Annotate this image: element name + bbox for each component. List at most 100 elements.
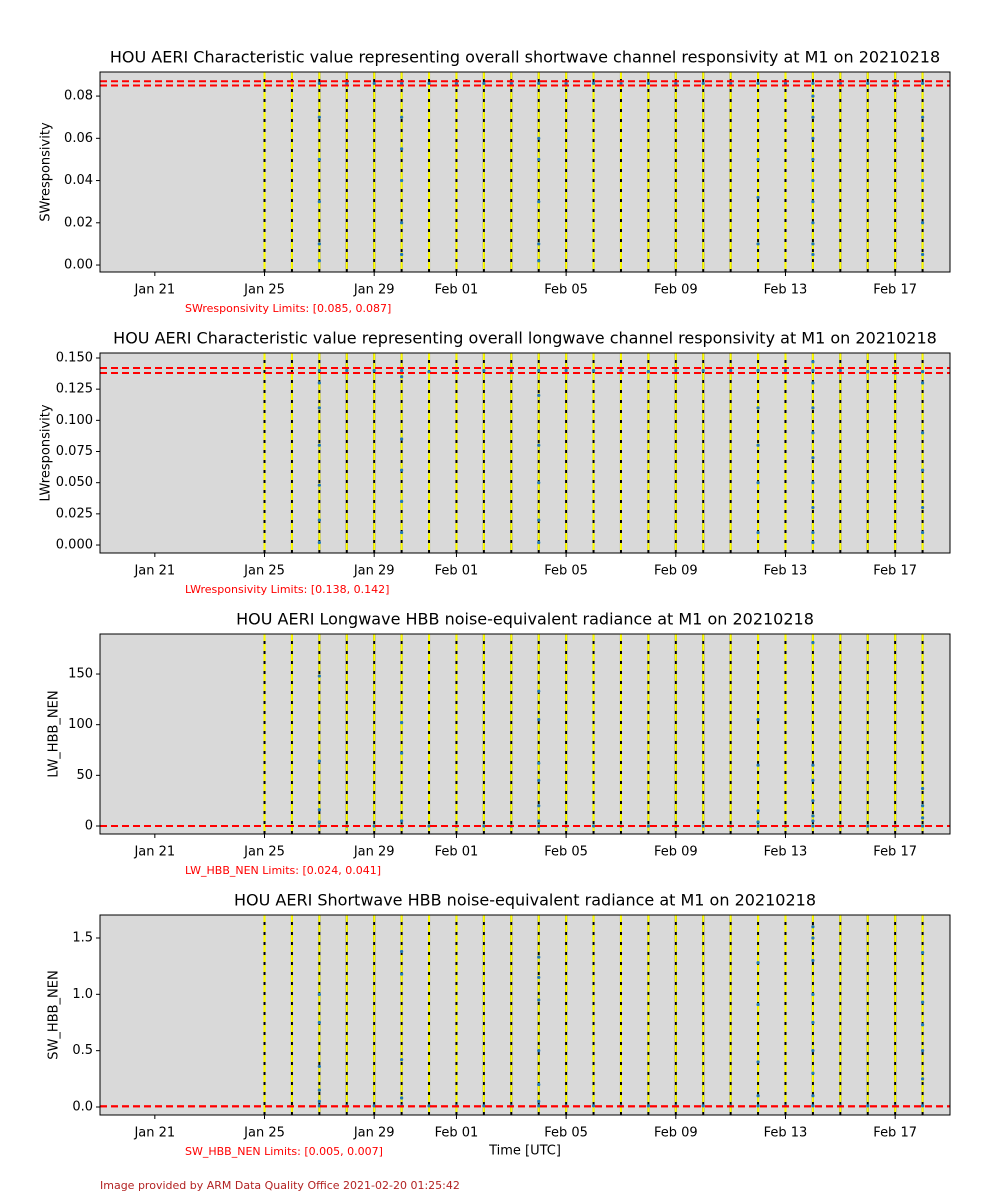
data-point bbox=[537, 81, 541, 86]
data-point bbox=[811, 958, 815, 963]
data-point bbox=[811, 1020, 815, 1025]
data-point bbox=[811, 136, 815, 140]
data-point bbox=[564, 368, 568, 373]
data-point bbox=[920, 1049, 925, 1053]
x-axis-label: Time [UTC] bbox=[488, 1144, 561, 1159]
data-point bbox=[537, 761, 541, 765]
data-point bbox=[317, 368, 321, 373]
data-point bbox=[400, 178, 404, 183]
x-tick-label: Feb 13 bbox=[764, 283, 808, 298]
x-tick-label: Jan 25 bbox=[243, 845, 285, 860]
data-point bbox=[372, 824, 376, 828]
data-point bbox=[811, 94, 815, 98]
data-point bbox=[920, 252, 925, 257]
x-tick-label: Jan 21 bbox=[133, 845, 175, 860]
data-point bbox=[756, 824, 760, 828]
y-tick-label: 150 bbox=[68, 667, 93, 682]
data-point bbox=[811, 1071, 815, 1075]
data-point bbox=[811, 221, 815, 225]
plot-area bbox=[100, 353, 950, 553]
data-point bbox=[400, 819, 404, 823]
data-point bbox=[811, 178, 815, 183]
y-tick-label: 0.08 bbox=[64, 89, 93, 104]
data-point bbox=[537, 136, 541, 140]
data-point bbox=[756, 242, 760, 246]
data-point bbox=[345, 368, 349, 373]
y-tick-label: 0.125 bbox=[56, 382, 93, 397]
data-point bbox=[783, 368, 788, 373]
data-point bbox=[537, 1049, 541, 1053]
data-point bbox=[756, 530, 760, 535]
data-point bbox=[427, 1104, 431, 1108]
data-point bbox=[756, 1104, 760, 1108]
y-tick-label: 0.050 bbox=[56, 475, 93, 490]
y-axis-label: SW_HBB_NEN bbox=[47, 970, 62, 1059]
data-point bbox=[482, 368, 486, 373]
data-point bbox=[646, 81, 650, 86]
data-point bbox=[646, 824, 650, 828]
y-tick-label: 0.06 bbox=[64, 131, 93, 146]
data-point bbox=[400, 368, 404, 373]
x-tick-label: Feb 05 bbox=[544, 1126, 588, 1141]
plot-area bbox=[100, 634, 950, 834]
data-point bbox=[537, 1082, 541, 1087]
data-point bbox=[537, 157, 541, 162]
data-point bbox=[920, 115, 925, 119]
x-tick-label: Jan 21 bbox=[133, 1126, 175, 1141]
plot-frame bbox=[99, 633, 951, 835]
data-point bbox=[564, 81, 568, 86]
x-tick-label: Feb 05 bbox=[544, 564, 588, 579]
data-point bbox=[920, 178, 925, 183]
x-tick-label: Feb 05 bbox=[544, 845, 588, 860]
data-point bbox=[811, 360, 815, 364]
data-point bbox=[400, 949, 404, 954]
data-point bbox=[537, 778, 541, 783]
x-tick-label: Feb 01 bbox=[435, 1126, 479, 1141]
data-point bbox=[317, 242, 321, 246]
data-point bbox=[537, 518, 541, 522]
data-point bbox=[811, 1049, 815, 1053]
data-point bbox=[537, 804, 541, 808]
data-point bbox=[537, 393, 541, 397]
data-point bbox=[317, 483, 321, 487]
data-point bbox=[756, 406, 760, 410]
data-point bbox=[920, 804, 925, 808]
y-tick-label: 0 bbox=[85, 818, 93, 833]
data-point bbox=[345, 81, 349, 86]
data-point bbox=[400, 499, 404, 503]
data-point bbox=[838, 81, 842, 86]
data-point bbox=[400, 721, 404, 725]
data-point bbox=[920, 81, 925, 86]
plot-background bbox=[100, 72, 950, 272]
x-tick-label: Feb 13 bbox=[764, 845, 808, 860]
data-point bbox=[591, 824, 596, 828]
data-point bbox=[756, 820, 760, 824]
data-point bbox=[811, 157, 815, 162]
data-point bbox=[317, 674, 321, 678]
data-point bbox=[920, 786, 925, 791]
data-point bbox=[811, 1094, 815, 1098]
data-point bbox=[811, 799, 815, 803]
data-point bbox=[701, 81, 705, 86]
y-tick-label: 0.0 bbox=[72, 1100, 93, 1115]
data-point bbox=[811, 530, 815, 535]
x-tick-label: Feb 13 bbox=[764, 564, 808, 579]
x-tick-label: Jan 29 bbox=[353, 564, 395, 579]
data-point bbox=[920, 1000, 925, 1004]
data-point bbox=[920, 506, 925, 510]
x-tick-label: Jan 21 bbox=[133, 283, 175, 298]
data-point bbox=[537, 481, 541, 485]
x-tick-label: Feb 09 bbox=[654, 283, 698, 298]
data-point bbox=[482, 1104, 486, 1108]
chart-title: HOU AERI Longwave HBB noise-equivalent r… bbox=[236, 610, 814, 629]
data-point bbox=[920, 530, 925, 535]
data-point bbox=[701, 824, 705, 828]
data-point bbox=[317, 808, 321, 812]
data-point bbox=[811, 200, 815, 204]
plot-frame bbox=[99, 914, 951, 1116]
data-point bbox=[400, 81, 404, 86]
data-point bbox=[509, 81, 513, 86]
data-point bbox=[537, 819, 541, 823]
x-tick-label: Jan 29 bbox=[353, 1126, 395, 1141]
data-point bbox=[811, 814, 815, 818]
